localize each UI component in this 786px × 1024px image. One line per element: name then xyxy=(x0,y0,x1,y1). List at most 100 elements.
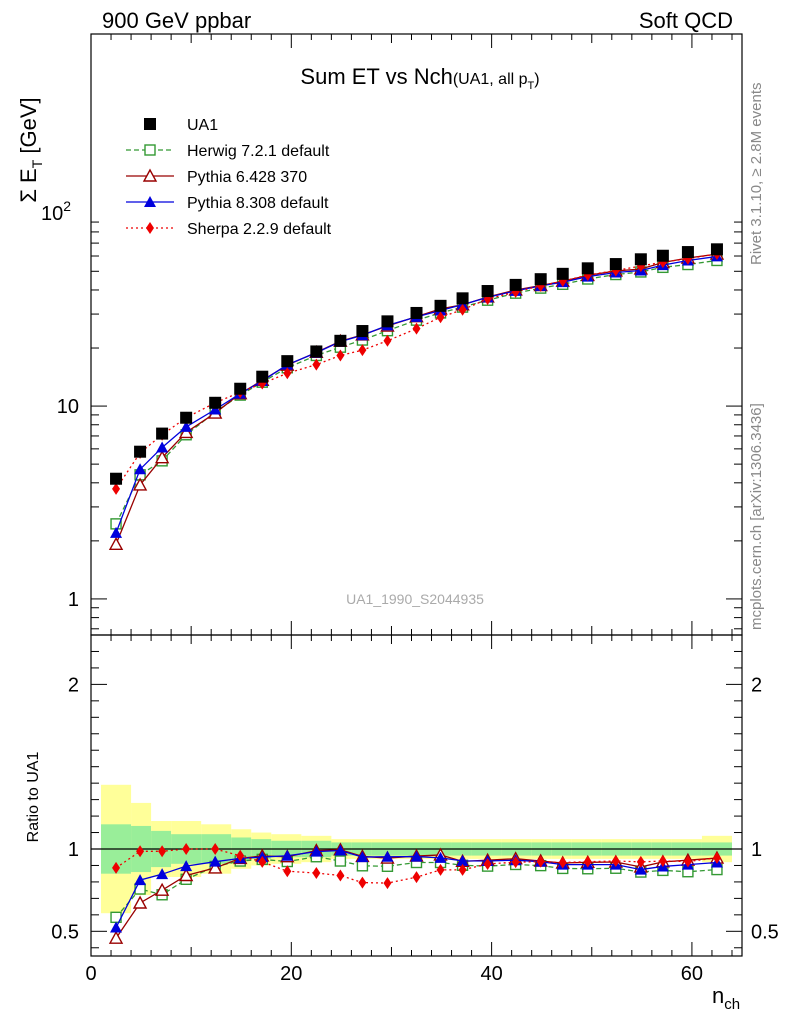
legend-entry: Herwig 7.2.1 default xyxy=(126,143,330,160)
data-point xyxy=(134,445,147,458)
data-point xyxy=(209,403,222,415)
y-ratio-tick-label-right: 1 xyxy=(751,839,762,861)
ratio-point xyxy=(108,930,124,944)
x-tick-label: 40 xyxy=(480,963,502,985)
legend-marker xyxy=(146,222,154,234)
series-ua1 xyxy=(110,243,723,485)
legend-label: Pythia 8.308 default xyxy=(187,195,329,212)
data-point xyxy=(556,267,569,280)
data-point xyxy=(436,311,445,324)
series-layer xyxy=(108,243,725,944)
data-point xyxy=(180,411,193,424)
data-point xyxy=(509,278,522,291)
series-line-main xyxy=(115,253,718,545)
data-point xyxy=(108,536,124,550)
series-sherpa-2-2-9-default xyxy=(112,247,721,890)
data-point xyxy=(358,344,367,357)
ratio-point xyxy=(483,857,492,870)
ratio-point xyxy=(209,855,222,867)
data-point xyxy=(180,420,193,432)
legend-entry: Sherpa 2.2.9 default xyxy=(126,221,332,238)
data-point xyxy=(209,396,222,409)
ratio-point xyxy=(334,844,347,856)
ratio-point xyxy=(558,856,567,869)
x-tick-label: 0 xyxy=(85,963,96,985)
y-main-tick-label: 1 xyxy=(68,589,79,611)
legend-label: Herwig 7.2.1 default xyxy=(187,143,330,160)
chart-title-suffix: (UA1, all p xyxy=(453,71,528,88)
ratio-point xyxy=(683,855,692,868)
ratio-point xyxy=(636,855,645,868)
ratio-point xyxy=(158,845,167,858)
x-tick-label: 20 xyxy=(280,963,302,985)
ratio-point xyxy=(434,851,447,863)
ratio-point xyxy=(536,855,545,868)
data-point xyxy=(110,472,123,485)
y-ratio-tick-label: 0.5 xyxy=(51,921,79,943)
ratio-point xyxy=(258,855,267,868)
ratio-point xyxy=(211,843,220,855)
ratio-point xyxy=(383,877,392,890)
ratio-point xyxy=(381,850,394,862)
ratio-point xyxy=(154,882,170,896)
data-point xyxy=(281,355,294,368)
y-axis-label-ratio: Ratio to UA1 xyxy=(25,752,42,843)
ratio-point xyxy=(356,860,369,872)
ratio-point xyxy=(281,849,294,861)
data-point xyxy=(410,306,423,319)
header-category-label: Soft QCD xyxy=(639,8,733,33)
ratio-point xyxy=(436,863,445,876)
legend-marker xyxy=(144,144,156,156)
y-main-tick-label: 10 xyxy=(57,396,79,418)
legend-label: Sherpa 2.2.9 default xyxy=(187,221,332,238)
header-energy-label: 900 GeV ppbar xyxy=(102,8,251,33)
ratio-point xyxy=(611,855,620,868)
data-point xyxy=(310,345,323,358)
y-ratio-tick-label-right: 0.5 xyxy=(751,921,779,943)
ratio-point xyxy=(634,863,647,875)
data-point xyxy=(383,334,392,347)
ratio-point xyxy=(312,867,321,880)
rivet-version-label: Rivet 3.1.10, ≥ 2.8M events xyxy=(748,83,765,266)
chart-title-suffix-end: ) xyxy=(534,71,539,88)
y-axis-label-main-sub: T xyxy=(29,159,45,168)
chart-title-suffix-sub: T xyxy=(528,80,535,92)
ratio-point xyxy=(182,843,191,855)
ratio-panel-frame xyxy=(90,634,743,957)
data-point xyxy=(710,243,723,256)
series-line-main xyxy=(115,259,718,525)
data-point xyxy=(434,299,447,312)
data-point xyxy=(458,303,467,316)
ratio-point xyxy=(456,854,469,866)
data-point xyxy=(154,450,170,464)
x-axis-label: nch xyxy=(712,983,740,1013)
ratio-point xyxy=(358,876,367,889)
y-axis-label-main-sym: Σ E xyxy=(16,168,41,202)
data-point xyxy=(656,249,669,262)
ratio-point xyxy=(511,856,520,869)
data-point xyxy=(356,325,369,338)
data-point xyxy=(283,367,292,380)
legend-entry: UA1 xyxy=(144,117,218,134)
legend-marker xyxy=(144,118,156,130)
x-axis-label-main: n xyxy=(712,983,724,1008)
legend-label: Pythia 6.428 370 xyxy=(187,169,307,186)
legend-label: UA1 xyxy=(187,117,218,134)
legend-entry: Pythia 8.308 default xyxy=(126,195,329,212)
ratio-point xyxy=(136,845,145,858)
ratio-point xyxy=(236,849,245,862)
y-main-tick-label: 102 xyxy=(41,198,71,225)
y-axis-label-main: Σ ET [GeV] xyxy=(16,97,45,202)
series-line-main xyxy=(115,255,718,534)
data-point xyxy=(412,322,421,335)
ratio-point xyxy=(458,863,467,876)
y-axis-label-main-unit: [GeV] xyxy=(16,97,41,159)
ratio-point xyxy=(156,868,169,880)
y-ratio-tick-label: 1 xyxy=(68,839,79,861)
legend: UA1 Herwig 7.2.1 default Pythia 6.428 370 P… xyxy=(126,117,332,238)
series-line-main xyxy=(115,253,718,490)
ratio-point xyxy=(134,874,147,886)
legend-marker xyxy=(144,196,156,207)
legend-entry: Pythia 6.428 370 xyxy=(126,168,307,186)
